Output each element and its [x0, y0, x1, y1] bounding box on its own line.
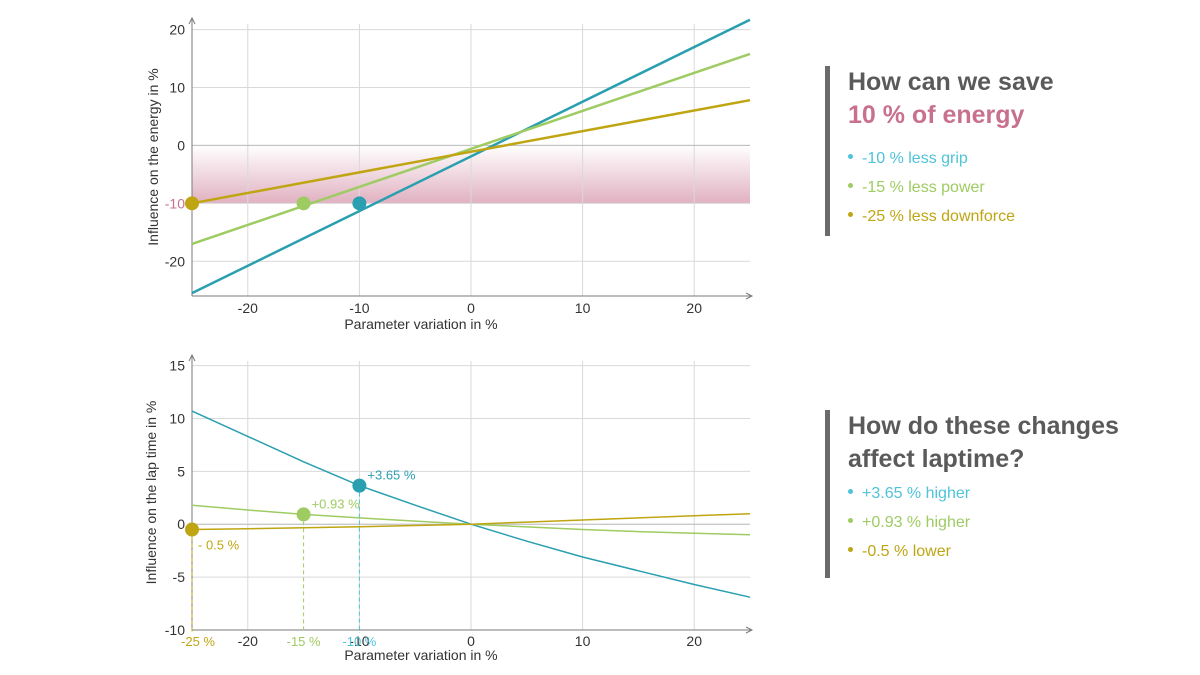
list-item: -10 % less grip — [848, 144, 1054, 173]
data-point-marker — [185, 196, 199, 211]
x-tick-label: 0 — [467, 300, 475, 316]
list-item: -0.5 % lower — [848, 537, 1119, 566]
y-axis-label: Influence on the lap time in % — [143, 401, 159, 585]
x-tick-label: 10 — [575, 633, 591, 649]
list-item: +3.65 % higher — [848, 479, 1119, 508]
energy-options-list: -10 % less grip -15 % less power -25 % l… — [848, 144, 1054, 231]
option-power: -15 % less power — [862, 179, 985, 196]
energy-chart: -20 -10 0 10 20 -20 -10 0 10 20 Parameter variatio… — [145, 16, 754, 332]
series-line-grip — [191, 18, 751, 295]
y-tick-label: 0 — [177, 137, 185, 153]
effect-grip: +3.65 % higher — [862, 485, 971, 502]
y-tick-label: 15 — [169, 358, 185, 374]
special-x-tick-label: -10 % — [342, 634, 376, 649]
bullet-icon — [848, 154, 853, 160]
y-axis-arrow-icon — [188, 353, 196, 362]
y-tick-label: -10 — [165, 195, 185, 211]
series-line-downforce — [191, 512, 751, 531]
laptime-effects-list: +3.65 % higher +0.93 % higher -0.5 % low… — [848, 479, 1119, 566]
list-item: -15 % less power — [848, 173, 1054, 202]
y-tick-label: 5 — [177, 463, 185, 479]
x-axis-arrow-icon — [745, 626, 754, 634]
y-tick-label: 20 — [169, 22, 185, 38]
energy-panel-title: How can we save 10 % of energy — [848, 66, 1054, 132]
x-tick-label: 20 — [686, 300, 702, 316]
x-tick-label: 0 — [467, 633, 475, 649]
bullet-icon — [848, 212, 853, 218]
laptime-panel-title: How do these changes affect laptime? — [848, 410, 1119, 476]
y-tick-label: -20 — [165, 253, 185, 269]
data-point-label: - 0.5 % — [198, 538, 240, 553]
data-point-marker — [296, 507, 311, 522]
y-tick-label: -10 — [165, 622, 185, 638]
option-grip: -10 % less grip — [862, 150, 968, 167]
bullet-icon — [848, 489, 853, 495]
data-point-label: +3.65 % — [367, 468, 416, 483]
x-tick-label: -20 — [238, 633, 258, 649]
effect-power: +0.93 % higher — [862, 514, 971, 531]
y-tick-label: 10 — [169, 410, 185, 426]
bullet-icon — [848, 518, 853, 524]
series-line-power — [191, 52, 751, 246]
data-point-marker — [352, 478, 367, 493]
data-point-marker — [185, 522, 199, 537]
x-axis-arrow-icon — [745, 292, 754, 300]
bullet-icon — [848, 183, 853, 189]
energy-title-highlight: 10 % of energy — [848, 101, 1025, 129]
energy-saving-panel: How can we save 10 % of energy -10 % les… — [825, 66, 1054, 236]
x-tick-label: -10 — [349, 633, 369, 649]
y-axis-arrow-icon — [188, 16, 196, 25]
x-axis-label: Parameter variation in % — [344, 316, 497, 332]
effect-downforce: -0.5 % lower — [862, 543, 951, 560]
special-x-tick-label: -25 % — [181, 634, 215, 649]
option-downforce: -25 % less downforce — [862, 208, 1015, 225]
bullet-icon — [848, 547, 853, 553]
data-point-label: +0.93 % — [312, 496, 361, 511]
laptime-title-line1: How do these changes — [848, 412, 1119, 440]
list-item: +0.93 % higher — [848, 508, 1119, 537]
x-axis-label: Parameter variation in % — [344, 647, 497, 663]
laptime-effect-panel: How do these changes affect laptime? +3.… — [825, 410, 1119, 578]
y-tick-label: 0 — [177, 516, 185, 532]
laptime-chart: -10 -5 0 5 10 15 -20 -10 0 10 20 -25 % -15 % -10 % - 0… — [143, 353, 754, 663]
y-tick-label: -5 — [173, 569, 186, 585]
y-axis-label: Influence on the energy in % — [145, 68, 161, 245]
special-x-tick-label: -15 % — [287, 634, 321, 649]
x-tick-label: -20 — [238, 300, 258, 316]
series-line-downforce — [191, 98, 751, 205]
data-point-marker — [296, 196, 311, 211]
energy-title-line1: How can we save — [848, 68, 1054, 96]
laptime-title-line2: affect laptime? — [848, 445, 1025, 473]
x-tick-label: 10 — [575, 300, 591, 316]
data-point-marker — [352, 196, 367, 211]
x-tick-label: 20 — [686, 633, 702, 649]
y-tick-label: 10 — [169, 80, 185, 96]
x-tick-label: -10 — [349, 300, 369, 316]
list-item: -25 % less downforce — [848, 202, 1054, 231]
